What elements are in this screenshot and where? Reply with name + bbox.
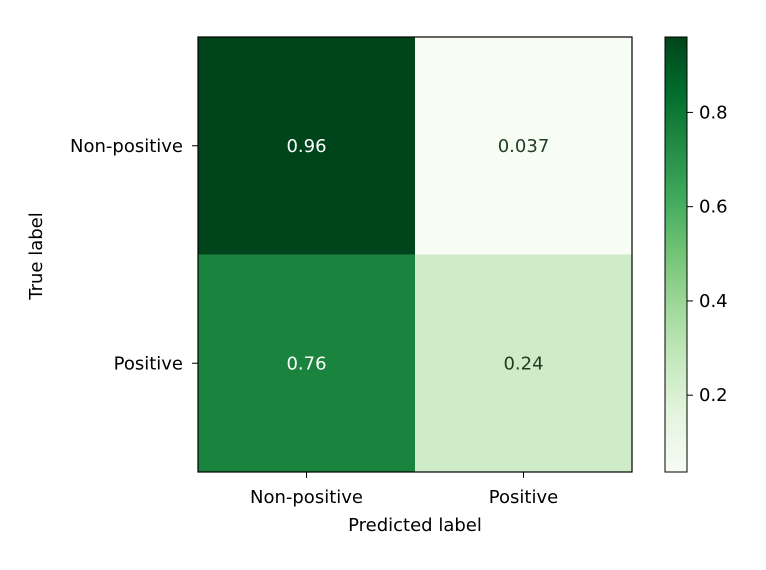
colorbar-tick-label: 0.4 (699, 291, 728, 312)
y-axis-label: True label (26, 212, 47, 301)
heatmap-cells (198, 37, 632, 472)
colorbar-tick-label: 0.2 (699, 385, 728, 406)
matrix-frame (197, 36, 633, 473)
y-tick-label: Non-positive (70, 136, 183, 157)
y-axis-ticks: Non-positive Positive (70, 136, 198, 374)
heatmap-cell (415, 37, 632, 255)
cell-value-label: 0.96 (286, 136, 326, 157)
x-axis-ticks: Non-positive Positive (250, 472, 558, 508)
colorbar-ticks: 0.2 0.4 0.6 0.8 (687, 102, 728, 406)
cell-value-labels: 0.96 0.037 0.76 0.24 (286, 136, 549, 375)
heatmap-cell (198, 37, 415, 255)
cell-value-label: 0.76 (286, 353, 326, 374)
colorbar (664, 36, 688, 473)
colorbar-tick-label: 0.8 (699, 102, 728, 123)
colorbar-tick-label: 0.6 (699, 197, 728, 218)
cell-value-label: 0.037 (498, 136, 550, 157)
y-tick-label: Positive (114, 353, 183, 374)
heatmap-cell (415, 254, 632, 472)
x-axis-label: Predicted label (348, 515, 482, 536)
heatmap-cell (198, 254, 415, 472)
x-tick-label: Non-positive (250, 487, 363, 508)
x-tick-label: Positive (489, 487, 558, 508)
cell-value-label: 0.24 (503, 353, 543, 374)
